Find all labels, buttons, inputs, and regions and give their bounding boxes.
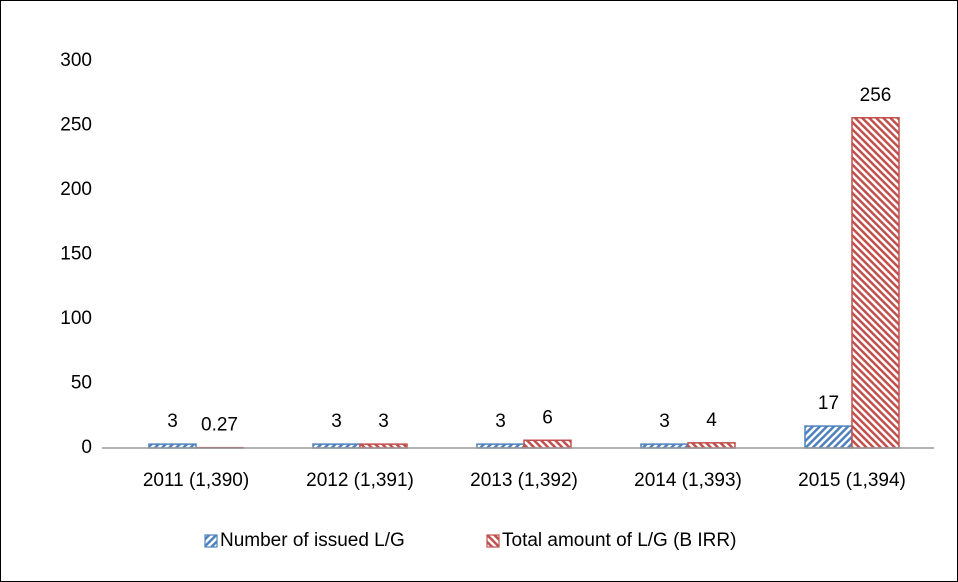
data-label: 3 (331, 411, 342, 432)
x-tick-label: 2012 (1,391) (306, 470, 414, 491)
data-label: 4 (706, 410, 717, 431)
x-tick-label: 2011 (1,390) (143, 470, 249, 491)
data-label: 256 (860, 85, 892, 106)
x-tick-label: 2015 (1,394) (798, 470, 906, 491)
legend-label: Number of issued L/G (220, 530, 405, 551)
data-label: 17 (818, 393, 839, 414)
y-tick-label: 300 (60, 50, 92, 71)
legend-label: Total amount of L/G (B IRR) (502, 530, 736, 551)
x-tick-label: 2014 (1,393) (634, 470, 742, 491)
data-label: 3 (167, 411, 178, 432)
y-tick-label: 200 (60, 179, 92, 200)
legend-swatch (204, 534, 218, 548)
bar (523, 439, 572, 449)
data-label: 6 (542, 407, 553, 428)
y-tick-label: 150 (60, 244, 92, 265)
bar (804, 425, 853, 449)
data-label: 3 (659, 411, 670, 432)
y-tick-label: 100 (60, 308, 92, 329)
data-label: 3 (495, 411, 506, 432)
data-label: 3 (378, 411, 389, 432)
y-tick-label: 250 (60, 115, 92, 136)
data-label: 0.27 (201, 415, 238, 436)
y-tick-label: 50 (71, 373, 92, 394)
x-tick-label: 2013 (1,392) (470, 470, 578, 491)
legend-swatch (486, 534, 500, 548)
y-tick-label: 0 (81, 437, 92, 458)
bar (851, 117, 900, 449)
bar (687, 442, 736, 449)
